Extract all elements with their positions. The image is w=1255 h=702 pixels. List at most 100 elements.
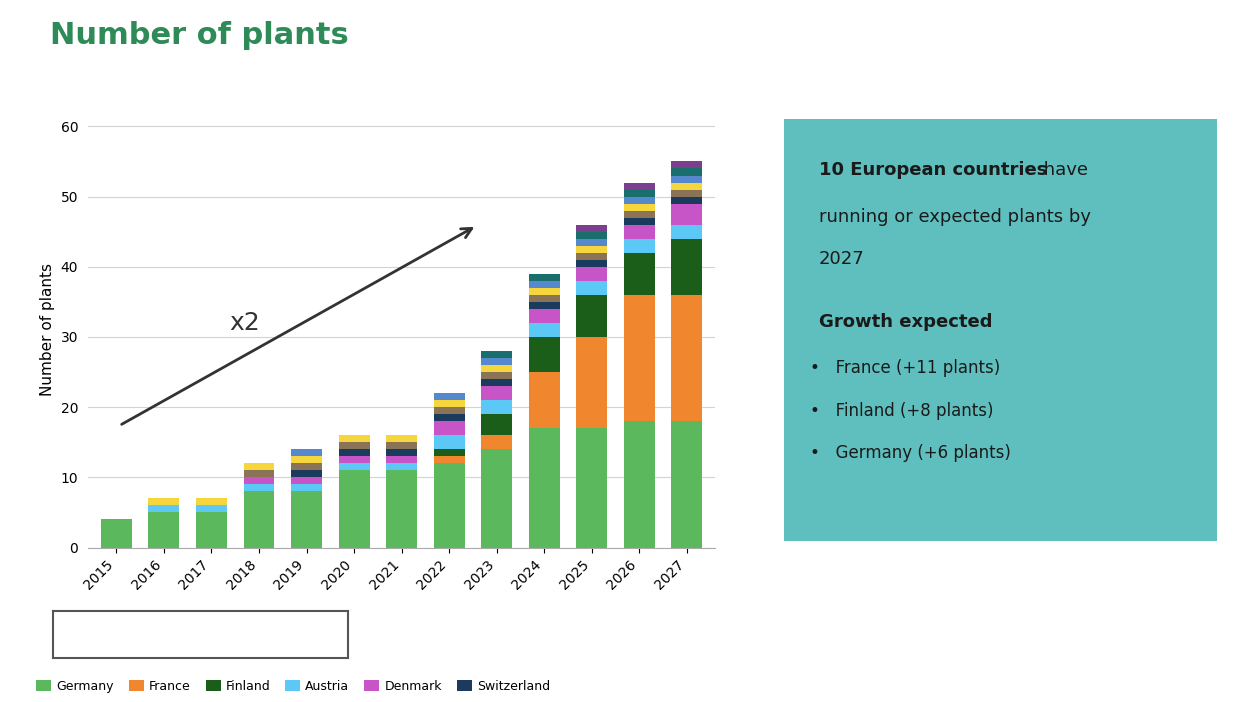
Bar <box>291 449 323 456</box>
Y-axis label: Number of plants: Number of plants <box>40 263 55 397</box>
Bar <box>434 435 464 449</box>
Bar <box>243 463 275 470</box>
Bar <box>387 435 417 442</box>
Bar <box>528 288 560 295</box>
Bar <box>671 197 703 204</box>
Bar <box>576 225 607 232</box>
Bar <box>624 225 655 239</box>
Bar <box>671 161 703 168</box>
Bar <box>671 295 703 421</box>
Text: Growth expected: Growth expected <box>820 313 993 331</box>
Bar <box>624 190 655 197</box>
Bar <box>387 456 417 463</box>
Bar <box>434 400 464 407</box>
Bar <box>339 442 369 449</box>
Bar <box>100 519 132 548</box>
Bar <box>671 176 703 183</box>
Text: x2: x2 <box>230 311 260 335</box>
Bar <box>387 442 417 449</box>
Bar <box>528 372 560 428</box>
Bar <box>148 505 179 512</box>
Bar <box>339 456 369 463</box>
Bar <box>481 449 512 548</box>
Bar <box>339 470 369 548</box>
Bar <box>528 309 560 323</box>
Bar <box>528 302 560 309</box>
Bar <box>434 449 464 456</box>
Bar <box>528 323 560 337</box>
Bar <box>481 379 512 386</box>
Bar <box>576 337 607 428</box>
Bar <box>576 428 607 548</box>
Bar <box>481 414 512 435</box>
Bar <box>291 484 323 491</box>
Bar <box>243 484 275 491</box>
Bar <box>481 351 512 358</box>
Bar <box>624 239 655 253</box>
Bar <box>196 498 227 505</box>
Bar <box>387 449 417 456</box>
Text: 2027: 2027 <box>820 250 865 268</box>
Bar <box>434 456 464 463</box>
Bar <box>624 295 655 421</box>
Bar <box>528 337 560 372</box>
Bar <box>339 435 369 442</box>
Bar <box>481 400 512 414</box>
Bar <box>624 421 655 548</box>
Bar <box>434 421 464 435</box>
Bar <box>528 274 560 281</box>
Bar <box>481 372 512 379</box>
Bar <box>624 253 655 295</box>
Bar <box>576 232 607 239</box>
Bar <box>576 239 607 246</box>
Bar <box>624 197 655 204</box>
Bar <box>671 204 703 225</box>
Bar <box>671 183 703 190</box>
Bar <box>576 281 607 295</box>
Text: •   Finland (+8 plants): • Finland (+8 plants) <box>811 402 994 420</box>
Bar <box>196 512 227 548</box>
Bar <box>576 246 607 253</box>
Bar <box>481 365 512 372</box>
Bar <box>671 168 703 176</box>
Bar <box>291 463 323 470</box>
Bar <box>528 428 560 548</box>
Bar <box>671 190 703 197</box>
Bar <box>576 253 607 260</box>
Bar <box>624 211 655 218</box>
Bar <box>624 204 655 211</box>
Bar <box>339 449 369 456</box>
Bar <box>576 295 607 337</box>
Bar <box>387 470 417 548</box>
Bar <box>528 295 560 302</box>
Bar <box>243 470 275 477</box>
Bar <box>671 239 703 295</box>
Bar <box>339 463 369 470</box>
Bar <box>434 463 464 548</box>
Bar <box>671 421 703 548</box>
Bar <box>243 477 275 484</box>
Bar <box>291 477 323 484</box>
Bar <box>387 463 417 470</box>
Bar <box>196 505 227 512</box>
Text: Number of plants: Number of plants <box>50 21 349 50</box>
Bar <box>624 183 655 190</box>
Bar <box>291 491 323 548</box>
Text: 10 European countries: 10 European countries <box>820 161 1048 180</box>
Text: running or expected plants by: running or expected plants by <box>820 208 1091 226</box>
Bar <box>481 358 512 365</box>
Bar <box>291 470 323 477</box>
Text: •   France (+11 plants): • France (+11 plants) <box>811 359 1000 378</box>
Bar <box>148 512 179 548</box>
Bar <box>576 260 607 267</box>
Bar <box>481 435 512 449</box>
Bar <box>291 456 323 463</box>
Text: •   Germany (+6 plants): • Germany (+6 plants) <box>811 444 1012 462</box>
Bar <box>671 225 703 239</box>
Bar <box>576 267 607 281</box>
Bar <box>528 281 560 288</box>
Bar <box>148 498 179 505</box>
Bar <box>624 218 655 225</box>
Bar <box>434 407 464 414</box>
Bar <box>434 414 464 421</box>
